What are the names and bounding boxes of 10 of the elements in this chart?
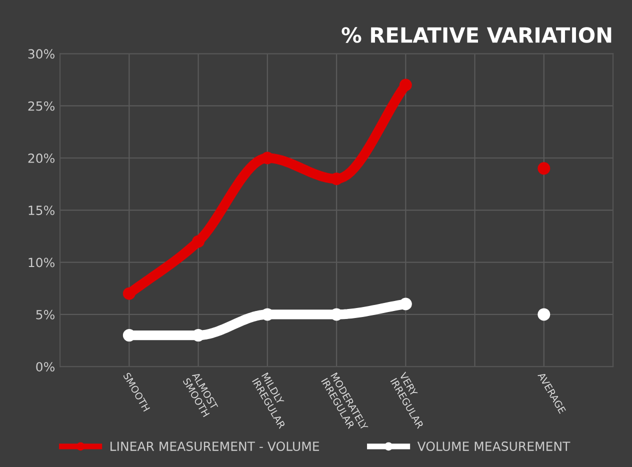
y-tick-label: 5% [36,310,54,320]
y-tick-label: 10% [28,258,54,268]
legend-label: LINEAR MEASUREMENT - VOLUME [110,442,319,451]
y-tick-label: 0% [36,362,54,372]
y-tick-label: 30% [28,49,54,59]
y-tick-label: 20% [28,153,54,163]
y-tick-label: 15% [28,206,54,216]
y-tick-label: 25% [28,101,54,111]
legend-label: VOLUME MEASUREMENT [417,442,570,451]
chart-title: % RELATIVE VARIATION [342,27,612,43]
